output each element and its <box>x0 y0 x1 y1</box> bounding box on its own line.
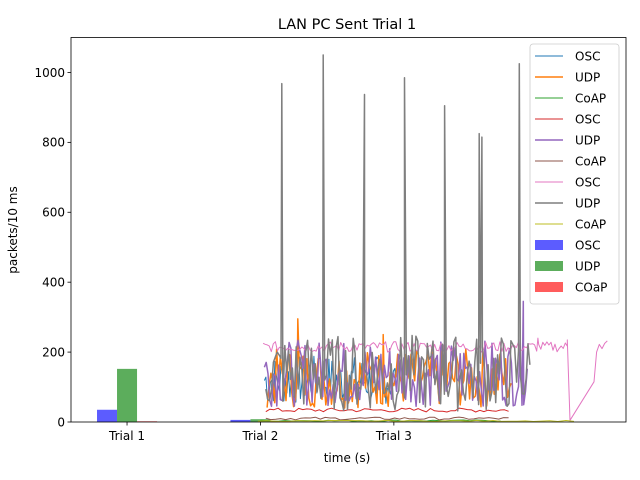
series-line-coap-9 <box>257 419 575 422</box>
legend-label-udp: UDP <box>575 196 600 210</box>
y-tick-label: 0 <box>57 415 65 429</box>
bar-osc-trial-1 <box>97 409 118 422</box>
x-tick-label: Trial 3 <box>375 429 412 443</box>
series-line-osc-7 <box>262 337 608 421</box>
legend-label-coap: CoAP <box>575 217 606 231</box>
chart-title: LAN PC Sent Trial 1 <box>278 17 416 33</box>
y-axis-title: packets/10 ms <box>6 186 20 274</box>
legend-label-osc: OSC <box>575 112 600 126</box>
legend-label-coap: CoAP <box>575 154 606 168</box>
bar-udp-trial-1 <box>117 368 138 422</box>
x-tick-label: Trial 2 <box>241 429 278 443</box>
legend-label-osc: OSC <box>575 49 600 63</box>
series-line-coap-6 <box>265 416 509 421</box>
legend-handle-coap <box>535 282 563 292</box>
series-line-udp-8 <box>265 54 531 412</box>
x-axis: Trial 1 Trial 2 Trial 3 <box>108 422 412 443</box>
series-line-udp-2 <box>266 318 512 409</box>
legend-label-coap: COaP <box>575 280 607 294</box>
legend-label-udp: UDP <box>575 259 600 273</box>
y-tick-label: 200 <box>42 345 65 359</box>
y-axis: 0 200 400 600 800 1000 <box>34 66 71 429</box>
y-tick-label: 1000 <box>34 66 65 80</box>
legend-label-coap: CoAP <box>575 91 606 105</box>
legend-box <box>529 43 620 305</box>
y-tick-label: 600 <box>42 206 65 220</box>
legend-label-udp: UDP <box>575 133 600 147</box>
x-axis-title: time (s) <box>324 451 371 465</box>
plot-area <box>97 54 608 423</box>
legend-label-osc: OSC <box>575 238 600 252</box>
legend: OSC UDP CoAP OSC UDP CoAP OSC UDP CoAP OSC UDP COaP <box>529 43 620 305</box>
y-tick-label: 400 <box>42 275 65 289</box>
bar-osc-trial-2 <box>230 419 251 422</box>
series-line-udp-5 <box>263 300 529 408</box>
legend-label-udp: UDP <box>575 70 600 84</box>
axes-frame <box>70 37 627 423</box>
legend-handle-udp <box>535 261 563 271</box>
series-line-osc-4 <box>265 407 509 413</box>
legend-handle-osc <box>535 240 563 250</box>
y-tick-label: 800 <box>42 136 65 150</box>
legend-label-osc: OSC <box>575 175 600 189</box>
x-tick-label: Trial 1 <box>108 429 145 443</box>
